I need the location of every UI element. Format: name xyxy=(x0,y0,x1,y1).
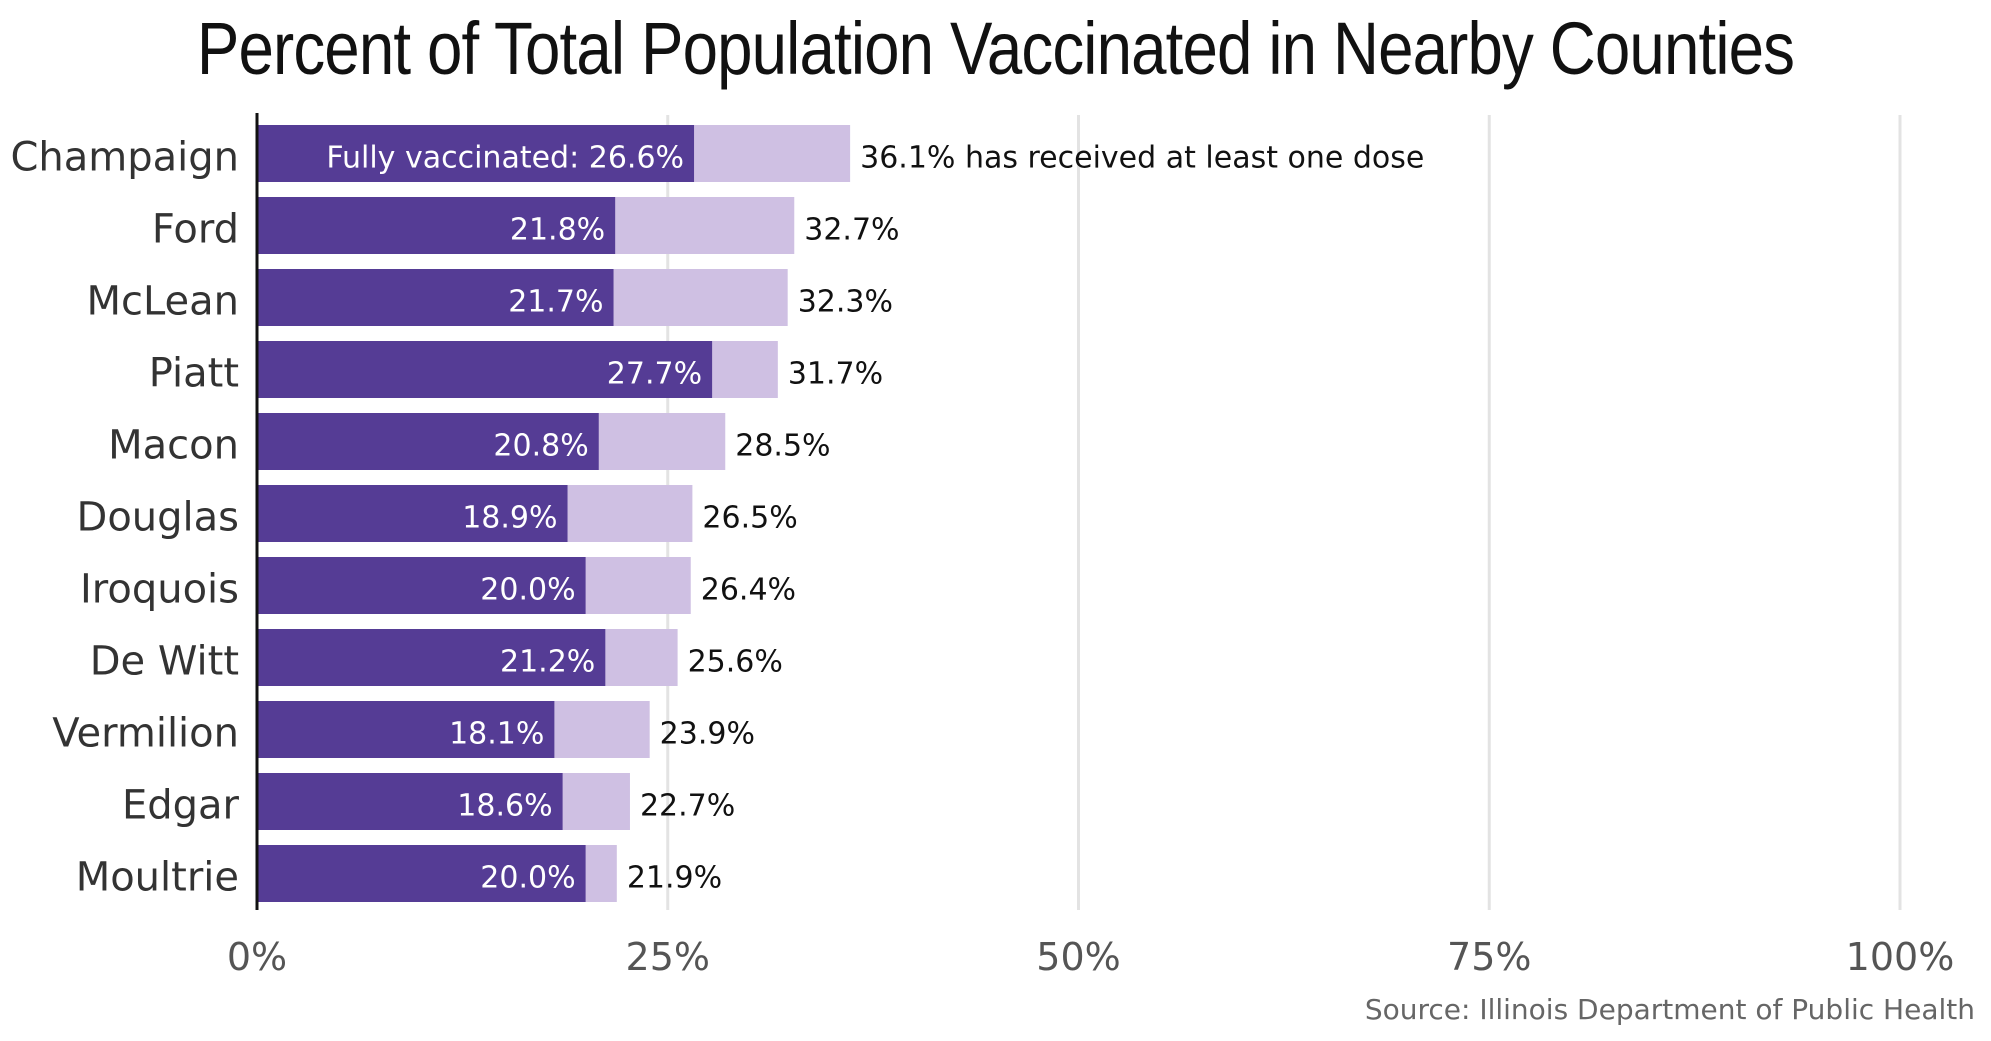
bar-full-macon xyxy=(257,413,599,470)
label-full-champaign: Fully vaccinated: 26.6% xyxy=(326,141,684,176)
category-label-piatt: Piatt xyxy=(149,351,239,397)
label-full-piatt: 27.7% xyxy=(607,357,702,392)
x-tick-label-0: 0% xyxy=(227,935,287,979)
label-full-mclean: 21.7% xyxy=(508,285,603,320)
x-tick-labels: 0% 25% 50% 75% 100% xyxy=(227,935,1954,979)
x-tick-label-50: 50% xyxy=(1036,935,1120,979)
label-full-douglas: 18.9% xyxy=(462,501,557,536)
label-full-macon: 20.8% xyxy=(493,429,588,464)
label-full-moultrie: 20.0% xyxy=(480,861,575,896)
bar-full-de-witt xyxy=(257,629,606,686)
label-dose-ford: 32.7% xyxy=(804,213,899,248)
category-label-de-witt: De Witt xyxy=(90,639,239,685)
bar-full-douglas xyxy=(257,485,568,542)
label-dose-mclean: 32.3% xyxy=(798,285,893,320)
bar-full-ford xyxy=(257,197,616,254)
label-dose-edgar: 22.7% xyxy=(640,789,735,824)
category-label-champaign: Champaign xyxy=(10,135,239,181)
category-label-macon: Macon xyxy=(108,423,239,469)
category-labels: Champaign Ford McLean Piatt Macon Douglas Iroq… xyxy=(10,135,239,901)
bar-full-champaign xyxy=(257,125,695,182)
label-full-iroquois: 20.0% xyxy=(480,573,575,608)
x-tick-label-75: 75% xyxy=(1447,935,1531,979)
x-tick-label-100: 100% xyxy=(1846,935,1955,979)
category-label-edgar: Edgar xyxy=(122,783,240,829)
label-full-de-witt: 21.2% xyxy=(500,645,595,680)
label-dose-iroquois: 26.4% xyxy=(701,573,796,608)
label-dose-champaign: 36.1% has received at least one dose xyxy=(860,141,1424,176)
bars xyxy=(257,125,851,902)
data-labels: Fully vaccinated: 26.6% 36.1% has receive… xyxy=(326,141,1424,896)
bar-full-mclean xyxy=(257,269,614,326)
label-dose-vermilion: 23.9% xyxy=(660,717,755,752)
label-dose-piatt: 31.7% xyxy=(788,357,883,392)
category-label-douglas: Douglas xyxy=(77,495,239,541)
bar-full-edgar xyxy=(257,773,563,830)
category-label-vermilion: Vermilion xyxy=(52,711,239,757)
chart-source: Source: Illinois Department of Public He… xyxy=(1364,993,1975,1026)
category-label-ford: Ford xyxy=(152,207,239,253)
label-dose-douglas: 26.5% xyxy=(702,501,797,536)
label-full-vermilion: 18.1% xyxy=(449,717,544,752)
category-label-mclean: McLean xyxy=(86,279,239,325)
chart-title: Percent of Total Population Vaccinated i… xyxy=(196,7,1795,90)
label-dose-de-witt: 25.6% xyxy=(688,645,783,680)
bar-full-piatt xyxy=(257,341,713,398)
bar-full-moultrie xyxy=(257,845,586,902)
category-label-moultrie: Moultrie xyxy=(76,855,239,901)
category-label-iroquois: Iroquois xyxy=(80,567,239,613)
label-full-ford: 21.8% xyxy=(510,213,605,248)
label-dose-macon: 28.5% xyxy=(735,429,830,464)
label-full-edgar: 18.6% xyxy=(457,789,552,824)
bar-full-iroquois xyxy=(257,557,586,614)
label-dose-moultrie: 21.9% xyxy=(627,861,722,896)
bar-full-vermilion xyxy=(257,701,555,758)
x-tick-label-25: 25% xyxy=(626,935,710,979)
